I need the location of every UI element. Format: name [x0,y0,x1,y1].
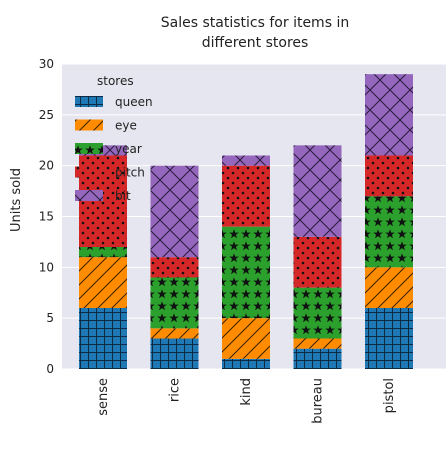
y-tick-label: 20 [39,159,54,173]
y-tick-label: 0 [46,362,54,376]
bar-segment-eye-pistol [365,267,413,308]
x-tick-label: kind [239,378,254,406]
bar-segment-pitch-kind [222,165,270,227]
chart-title-line-2: different stores [202,35,309,51]
bar-segment-queen-pistol [365,308,413,369]
x-tick-label: pistol [382,378,397,413]
bar-segment-queen-bureau [293,348,342,369]
bar-segment-pitch-pistol [365,155,413,197]
y-tick-label: 25 [39,108,54,122]
bar-segment-year-bureau [293,287,342,339]
bar-segment-year-rice [150,277,199,329]
bar-segment-queen-sense [79,308,127,369]
legend-swatch-year [75,143,103,154]
bar-segment-bit-bureau [293,145,342,237]
legend-swatch-queen [75,96,103,107]
axis-ticks: 0 5 10 15 20 25 30 sense rice kind bureau pistol [39,57,397,424]
bar-segment-eye-rice [150,328,199,339]
bar-segment-pitch-rice [150,257,199,278]
bar-segment-year-kind [222,226,270,319]
x-tick-label: bureau [311,378,326,424]
legend-label-bit: bit [115,189,131,203]
chart-title-line-1: Sales statistics for items in [161,15,349,31]
legend-label-pitch: pitch [115,166,145,180]
legend-title: stores [97,74,134,88]
y-tick-label: 10 [39,260,54,274]
legend-swatch-eye [75,119,103,131]
bar-segment-year-sense [79,247,127,258]
x-tick-label: sense [96,378,111,416]
bar-segment-bit-rice [150,165,199,258]
x-tick-label: rice [168,378,183,402]
legend-label-year: year [115,142,142,156]
bar-segment-bit-pistol [365,74,413,156]
legend-label-queen: queen [115,95,153,109]
bar-segment-eye-kind [222,318,270,359]
bar-segment-pitch-bureau [293,236,342,288]
bar-segment-eye-sense [79,257,127,308]
bar-segment-year-pistol [365,196,413,268]
y-tick-label: 5 [46,311,54,325]
bar-segment-queen-kind [222,358,270,369]
y-tick-label: 15 [39,210,54,224]
legend-swatch-pitch [75,166,103,178]
legend: stores queen eye year pitch bit [75,74,153,203]
legend-label-eye: eye [115,119,137,133]
bar-segment-queen-rice [150,338,199,369]
legend-swatch-bit [75,190,103,201]
y-tick-label: 30 [39,57,54,71]
y-axis-label: Units sold [9,168,24,232]
bar-segment-bit-kind [222,155,270,166]
bar-segment-eye-bureau [293,338,342,349]
